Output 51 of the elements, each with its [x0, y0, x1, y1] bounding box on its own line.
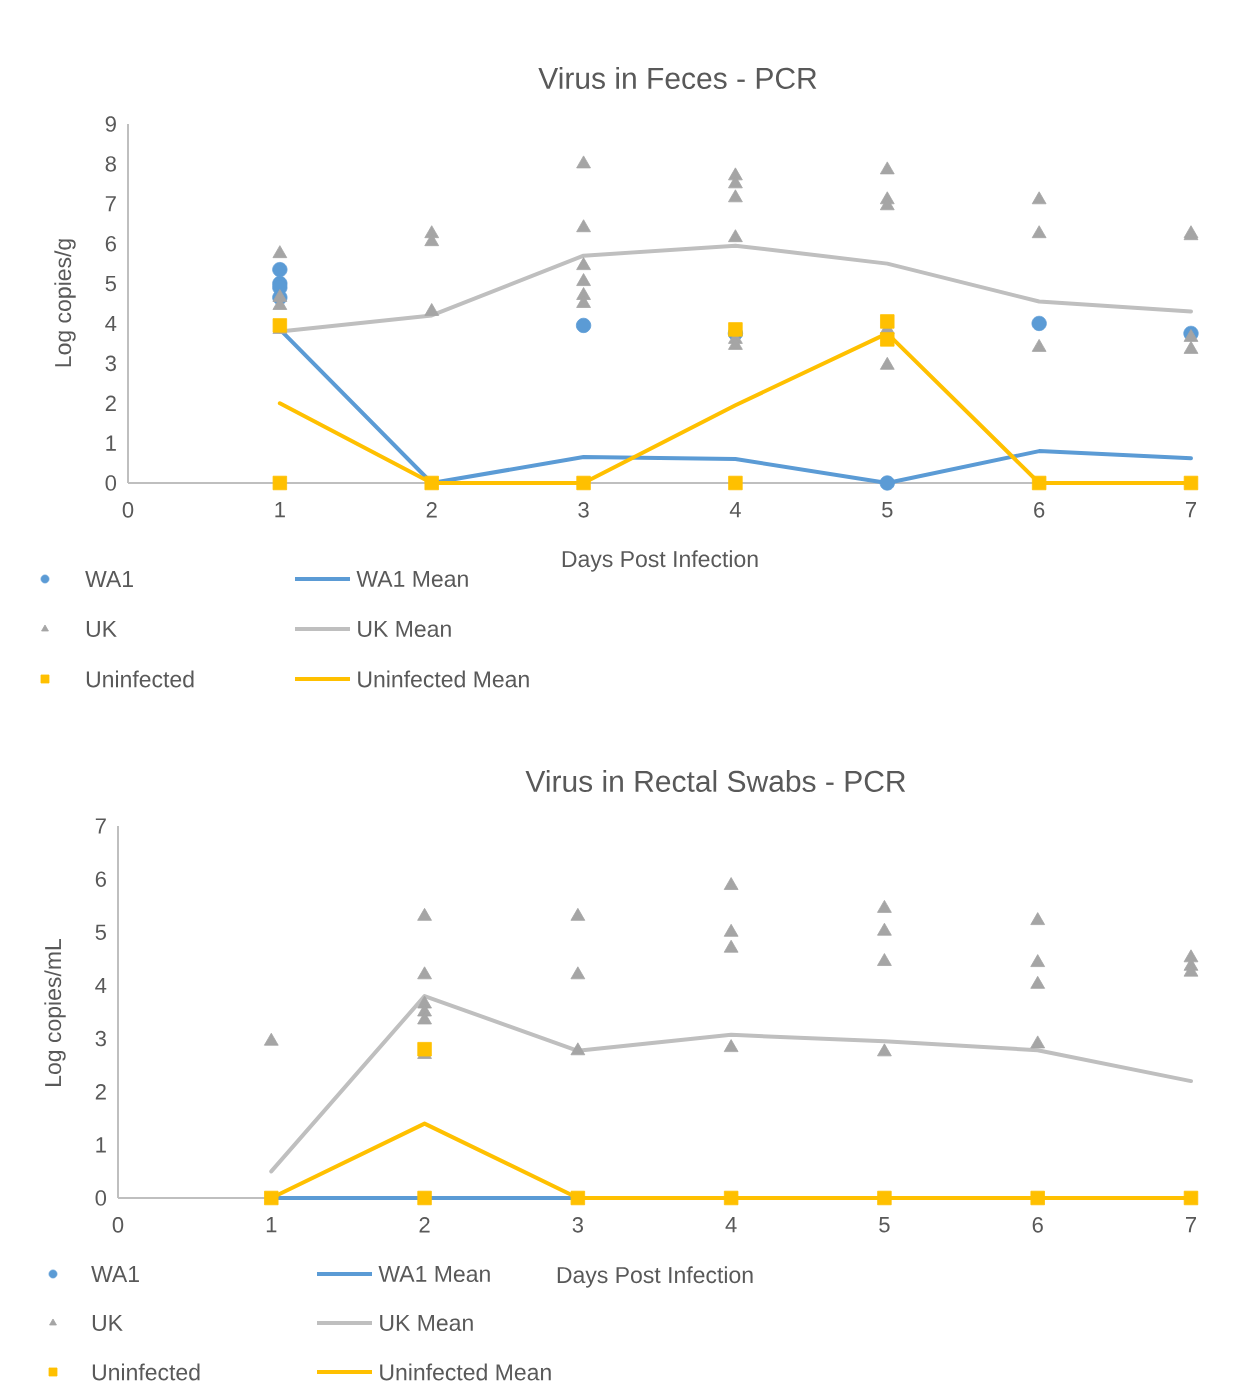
- legend-label: UK: [86, 620, 117, 638]
- y-tick-label: 7: [105, 196, 116, 212]
- x-tick-label: 7: [1186, 502, 1197, 518]
- y-tick-label: 6: [105, 235, 116, 252]
- legend-label: Uninfected Mean: [358, 670, 529, 688]
- x-axis-title: Days Post Infection: [562, 550, 758, 572]
- y-tick-label: 3: [105, 355, 116, 372]
- x-tick-label: 4: [725, 1217, 737, 1233]
- x-tick-label: 7: [1186, 1217, 1197, 1233]
- y-tick-label: 5: [95, 924, 106, 940]
- chart-title: Virus in Rectal Swabs - PCR: [525, 769, 906, 792]
- x-tick-label: 5: [882, 502, 893, 518]
- x-tick-label: 4: [729, 502, 741, 518]
- y-tick-label: 4: [105, 315, 117, 332]
- x-tick-label: 6: [1034, 502, 1045, 518]
- x-tick-label: 0: [122, 502, 134, 518]
- legend-label: Uninfected: [92, 1363, 200, 1381]
- y-axis-title: Log copies/mL: [44, 939, 66, 1086]
- x-tick-label: 5: [879, 1217, 890, 1233]
- y-tick-label: 0: [95, 1190, 107, 1206]
- legend-label: Uninfected Mean: [380, 1363, 551, 1381]
- y-axis-title: Log copies/g: [54, 239, 76, 367]
- y-tick-label: 6: [95, 871, 106, 887]
- legend-label: WA1 Mean: [378, 1265, 490, 1283]
- y-tick-label: 2: [95, 1084, 106, 1100]
- y-tick-label: 1: [96, 1137, 106, 1153]
- x-tick-label: 3: [572, 1217, 583, 1233]
- legend-label: WA1 Mean: [356, 570, 468, 588]
- x-tick-label: 2: [419, 1217, 430, 1233]
- x-tick-label: 1: [266, 1217, 277, 1233]
- x-tick-label: 2: [426, 502, 437, 518]
- legend-label: UK Mean: [380, 1314, 473, 1332]
- y-tick-label: 7: [95, 818, 106, 834]
- y-tick-label: 1: [106, 435, 116, 451]
- x-axis-title: Days Post Infection: [557, 1266, 753, 1288]
- legend-label: WA1: [91, 1266, 139, 1282]
- y-tick-label: 5: [105, 275, 116, 292]
- legend-label: UK: [92, 1314, 123, 1332]
- legend-label: UK Mean: [358, 620, 451, 638]
- y-tick-label: 3: [95, 1030, 106, 1047]
- y-tick-label: 2: [105, 395, 116, 411]
- y-tick-label: 0: [105, 475, 117, 491]
- legend-label: WA1: [85, 571, 133, 587]
- y-tick-label: 8: [105, 156, 116, 172]
- legend-label: Uninfected: [86, 670, 194, 688]
- y-tick-label: 9: [105, 116, 116, 132]
- x-tick-label: 6: [1032, 1217, 1043, 1233]
- y-tick-label: 4: [95, 977, 107, 993]
- x-tick-label: 3: [578, 502, 589, 518]
- chart-title: Virus in Feces - PCR: [538, 66, 817, 89]
- x-tick-label: 1: [275, 502, 285, 518]
